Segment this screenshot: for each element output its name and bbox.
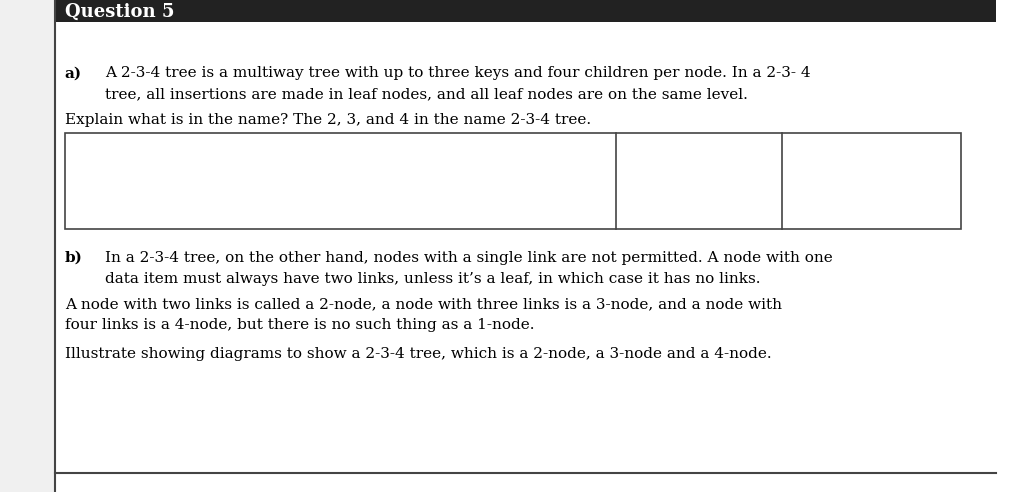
Text: b): b) — [65, 251, 82, 265]
Text: a): a) — [65, 66, 81, 80]
Text: A node with two links is called a 2-node, a node with three links is a 3-node, a: A node with two links is called a 2-node… — [65, 298, 782, 311]
Text: data item must always have two links, unless it’s a leaf, in which case it has n: data item must always have two links, un… — [105, 272, 760, 286]
Text: A 2-3-4 tree is a multiway tree with up to three keys and four children per node: A 2-3-4 tree is a multiway tree with up … — [105, 66, 810, 80]
Bar — [0, 0, 55, 492]
Text: Question 5: Question 5 — [65, 3, 174, 21]
Text: In a 2-3-4 tree, on the other hand, nodes with a single link are not permitted. : In a 2-3-4 tree, on the other hand, node… — [105, 251, 833, 265]
Bar — [65, 133, 961, 229]
Bar — [55, 0, 997, 22]
Text: Illustrate showing diagrams to show a 2-3-4 tree, which is a 2-node, a 3-node an: Illustrate showing diagrams to show a 2-… — [65, 347, 772, 361]
Text: four links is a 4-node, but there is no such thing as a 1-node.: four links is a 4-node, but there is no … — [65, 318, 534, 332]
Text: tree, all insertions are made in leaf nodes, and all leaf nodes are on the same : tree, all insertions are made in leaf no… — [105, 88, 747, 101]
Text: Explain what is in the name? The 2, 3, and 4 in the name 2-3-4 tree.: Explain what is in the name? The 2, 3, a… — [65, 113, 590, 127]
